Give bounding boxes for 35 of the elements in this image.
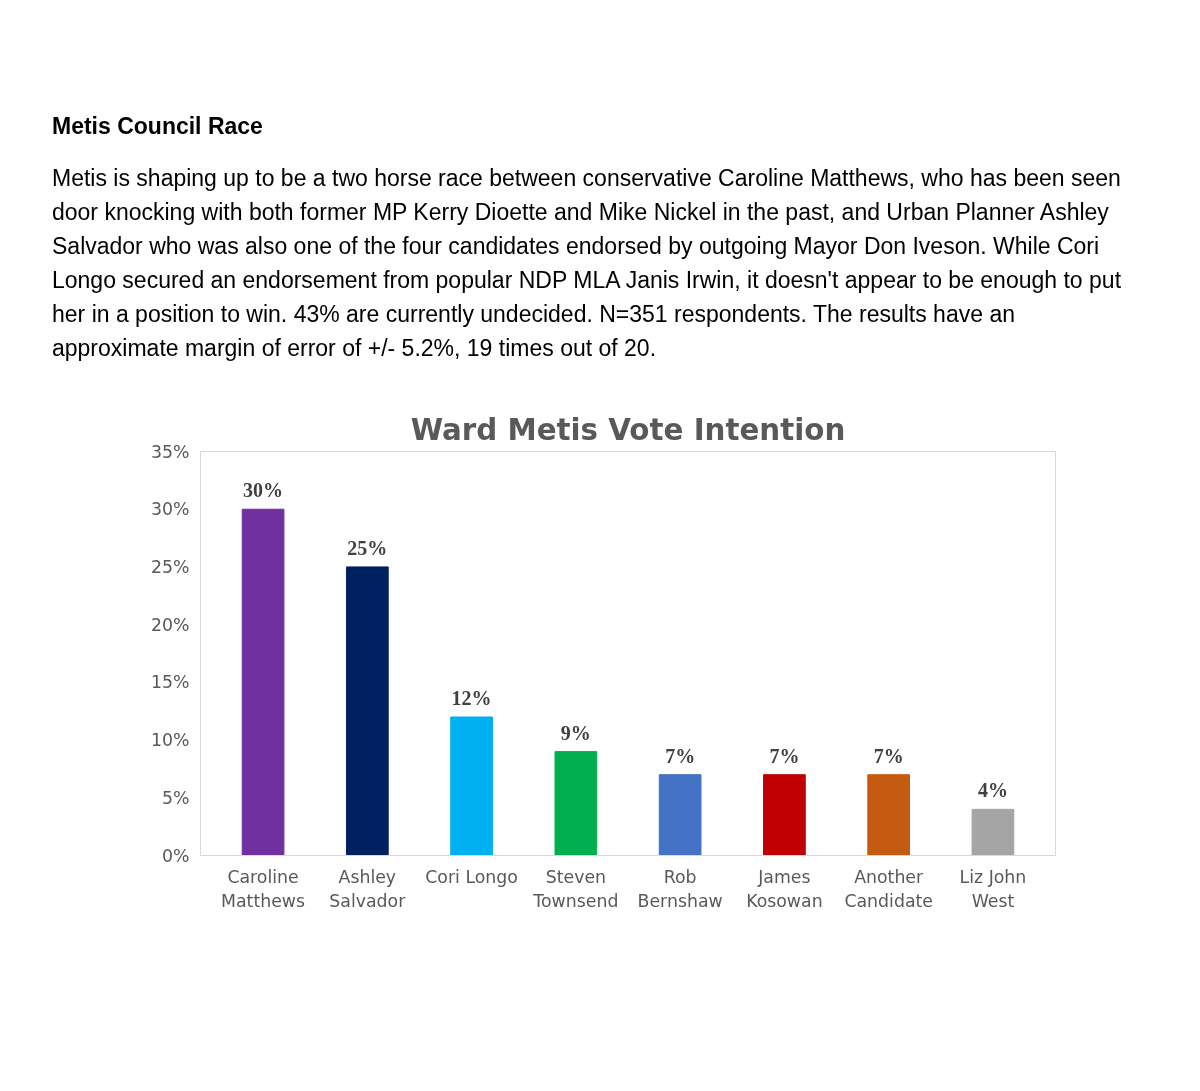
bar [658, 774, 702, 856]
y-tick-label: 20% [150, 614, 190, 635]
y-tick-label: 0% [162, 845, 190, 866]
bar [345, 566, 389, 856]
bar [450, 716, 493, 856]
x-tick-label: Steven Townsend [532, 866, 619, 911]
y-tick-label: 30% [150, 499, 190, 520]
bar [867, 774, 911, 856]
y-tick-label: 15% [150, 672, 190, 693]
data-label: 4% [977, 779, 1008, 802]
x-tick-label: Liz John West [959, 866, 1027, 911]
data-label: 12% [451, 686, 492, 709]
y-tick-label: 25% [150, 556, 190, 577]
y-tick-label: 35% [150, 441, 190, 462]
y-tick-label: 10% [150, 729, 190, 750]
data-label: 30% [243, 479, 284, 502]
bar [241, 508, 285, 856]
data-label: 7% [769, 744, 800, 767]
x-tick-label: Ashley Salvador [329, 866, 407, 911]
data-label: 9% [560, 721, 591, 744]
x-tick-label: Caroline Matthews [221, 866, 306, 911]
text: Metis Council Race [52, 112, 263, 141]
bar [554, 750, 598, 856]
x-tick-label: Another Candidate [844, 866, 933, 911]
bar [763, 774, 806, 856]
data-label: 7% [665, 744, 696, 767]
data-label: 7% [873, 744, 904, 767]
x-tick-label: James Kosowan [746, 866, 823, 911]
x-tick-label: Rob Bernshaw [637, 866, 723, 911]
x-tick-label: Cori Longo [425, 866, 518, 887]
text: Metis is shaping up to be a two horse race between conservative Caroline Matthews, who has been seen door knocking with both former MP Kerry Dioette and Mike Nickel in the past, and Urban Planner Ashley Salvador who was also one of the four candidates endorsed by outgoing Mayor Don Iveson. While Cori Longo secured an endorsement from popular NDP MLA Janis Irwin, it doesn't appear to be enough to put her in a position to win. 43% are currently undecided. N=351 respondents. The results have an approximate margin of error of +/- 5.2%, 19 times out of 20. [52, 163, 1123, 363]
bar [971, 808, 1015, 856]
y-tick-label: 5% [162, 787, 190, 808]
chart-title: Ward Metis Vote Intention [410, 412, 846, 447]
data-label: 25% [347, 536, 388, 559]
